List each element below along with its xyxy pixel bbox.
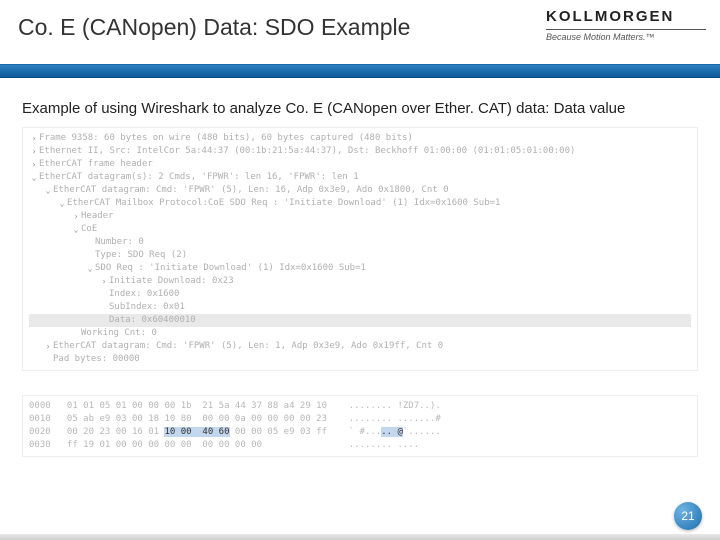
chevron-right-icon[interactable]: › xyxy=(99,276,109,287)
tree-row-text: CoE xyxy=(81,223,97,236)
tree-row[interactable]: ›Header xyxy=(29,210,691,223)
tree-row-text: EtherCAT Mailbox Protocol:CoE SDO Req : … xyxy=(67,197,500,210)
tree-spacer xyxy=(85,237,95,248)
chevron-down-icon[interactable]: ⌄ xyxy=(43,185,53,196)
tree-row[interactable]: ›EtherCAT frame header xyxy=(29,158,691,171)
hex-selected-ascii: .. @ xyxy=(381,427,403,437)
hex-row[interactable]: 0010 05 ab e9 03 00 18 10 80 00 00 0a 00… xyxy=(29,413,691,426)
tree-row-text: EtherCAT datagram(s): 2 Cmds, 'FPWR': le… xyxy=(39,171,359,184)
tree-row[interactable]: Type: SDO Req (2) xyxy=(29,249,691,262)
tree-spacer xyxy=(43,354,53,365)
tree-spacer xyxy=(99,315,109,326)
tree-row-text: Index: 0x1600 xyxy=(109,288,179,301)
chevron-right-icon[interactable]: › xyxy=(71,211,81,222)
tree-row[interactable]: SubIndex: 0x01 xyxy=(29,301,691,314)
tree-row-text: Frame 9358: 60 bytes on wire (480 bits),… xyxy=(39,132,413,145)
tree-row[interactable]: ⌄SDO Req : 'Initiate Download' (1) Idx=0… xyxy=(29,262,691,275)
chevron-down-icon[interactable]: ⌄ xyxy=(85,263,95,274)
footer-strip xyxy=(0,534,720,540)
tree-row[interactable]: ⌄EtherCAT datagram: Cmd: 'FPWR' (5), Len… xyxy=(29,184,691,197)
hex-dump-panel[interactable]: 0000 01 01 05 01 00 00 00 1b 21 5a 44 37… xyxy=(22,395,698,457)
tree-row-text: Data: 0x60400010 xyxy=(109,314,196,327)
packet-tree-panel[interactable]: ›Frame 9358: 60 bytes on wire (480 bits)… xyxy=(22,127,698,371)
tree-row[interactable]: ›Ethernet II, Src: IntelCor 5a:44:37 (00… xyxy=(29,145,691,158)
tree-row-text: Initiate Download: 0x23 xyxy=(109,275,234,288)
chevron-right-icon[interactable]: › xyxy=(29,159,39,170)
logo-block: KOLLMORGEN Because Motion Matters.™ xyxy=(546,8,706,42)
tree-row-text: Type: SDO Req (2) xyxy=(95,249,187,262)
tree-row[interactable]: ›Frame 9358: 60 bytes on wire (480 bits)… xyxy=(29,132,691,145)
tree-row-text: EtherCAT datagram: Cmd: 'FPWR' (5), Len:… xyxy=(53,184,449,197)
tree-row[interactable]: Number: 0 xyxy=(29,236,691,249)
tree-row-text: SDO Req : 'Initiate Download' (1) Idx=0x… xyxy=(95,262,366,275)
header-divider-bar xyxy=(0,64,720,78)
slide-title: Co. E (CANopen) Data: SDO Example xyxy=(18,14,410,41)
tree-spacer xyxy=(71,328,81,339)
tree-row-text: SubIndex: 0x01 xyxy=(109,301,185,314)
tree-row[interactable]: ›Initiate Download: 0x23 xyxy=(29,275,691,288)
tree-row-text: Pad bytes: 00000 xyxy=(53,353,140,366)
logo-tagline: Because Motion Matters.™ xyxy=(546,32,706,42)
tree-row-text: Working Cnt: 0 xyxy=(81,327,157,340)
tree-row[interactable]: ⌄CoE xyxy=(29,223,691,236)
chevron-right-icon[interactable]: › xyxy=(43,341,53,352)
chevron-down-icon[interactable]: ⌄ xyxy=(29,172,39,183)
tree-row-text: Number: 0 xyxy=(95,236,144,249)
logo-rule xyxy=(546,29,706,30)
tree-row[interactable]: Working Cnt: 0 xyxy=(29,327,691,340)
chevron-down-icon[interactable]: ⌄ xyxy=(57,198,67,209)
slide-header: Co. E (CANopen) Data: SDO Example KOLLMO… xyxy=(0,0,720,64)
hex-selected-bytes: 10 00 40 60 xyxy=(164,427,229,437)
tree-row-text: EtherCAT frame header xyxy=(39,158,153,171)
tree-row[interactable]: ⌄EtherCAT datagram(s): 2 Cmds, 'FPWR': l… xyxy=(29,171,691,184)
tree-spacer xyxy=(99,302,109,313)
chevron-right-icon[interactable]: › xyxy=(29,146,39,157)
tree-row-text: EtherCAT datagram: Cmd: 'FPWR' (5), Len:… xyxy=(53,340,443,353)
tree-row[interactable]: ›EtherCAT datagram: Cmd: 'FPWR' (5), Len… xyxy=(29,340,691,353)
chevron-down-icon[interactable]: ⌄ xyxy=(71,224,81,235)
hex-row[interactable]: 0020 00 20 23 00 16 01 10 00 40 60 00 00… xyxy=(29,426,691,439)
hex-row[interactable]: 0000 01 01 05 01 00 00 00 1b 21 5a 44 37… xyxy=(29,400,691,413)
tree-row[interactable]: Data: 0x60400010 xyxy=(29,314,691,327)
tree-row-text: Ethernet II, Src: IntelCor 5a:44:37 (00:… xyxy=(39,145,575,158)
page-number-badge: 21 xyxy=(674,502,702,530)
tree-row-text: Header xyxy=(81,210,114,223)
tree-row[interactable]: Pad bytes: 00000 xyxy=(29,353,691,366)
tree-row[interactable]: Index: 0x1600 xyxy=(29,288,691,301)
chevron-right-icon[interactable]: › xyxy=(29,133,39,144)
sub-heading: Example of using Wireshark to analyze Co… xyxy=(0,78,720,127)
tree-spacer xyxy=(85,250,95,261)
tree-spacer xyxy=(99,289,109,300)
tree-row[interactable]: ⌄EtherCAT Mailbox Protocol:CoE SDO Req :… xyxy=(29,197,691,210)
logo-text: KOLLMORGEN xyxy=(546,8,706,25)
hex-row[interactable]: 0030 ff 19 01 00 00 00 00 00 00 00 00 00… xyxy=(29,439,691,452)
